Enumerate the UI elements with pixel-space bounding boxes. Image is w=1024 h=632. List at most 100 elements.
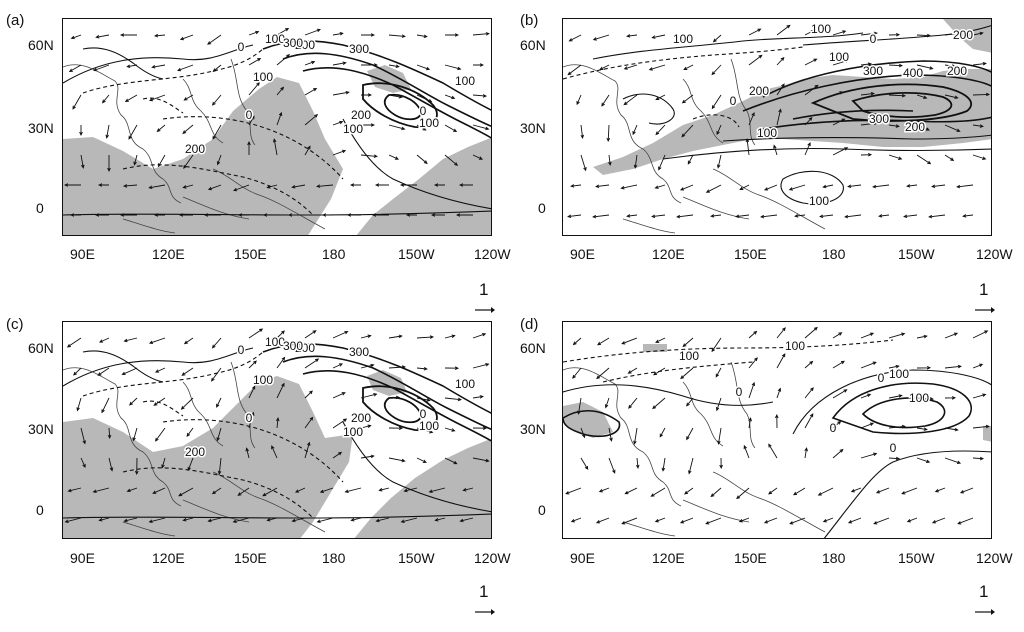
contour-line bbox=[742, 74, 991, 112]
wind-vector bbox=[567, 64, 582, 76]
wind-vector bbox=[462, 487, 474, 492]
wind-vector bbox=[360, 454, 375, 459]
wind-vector bbox=[972, 124, 984, 128]
x-tick-label: 180 bbox=[822, 246, 846, 262]
wind-vector bbox=[95, 34, 110, 39]
wind-vector bbox=[621, 517, 638, 525]
wind-vector bbox=[774, 413, 779, 429]
wind-vector bbox=[632, 124, 638, 136]
wind-vector bbox=[98, 517, 110, 522]
wind-vector bbox=[445, 33, 460, 37]
coastline bbox=[122, 521, 176, 537]
wind-vector bbox=[149, 94, 166, 102]
wind-vector bbox=[178, 487, 194, 497]
wind-vector bbox=[98, 337, 110, 343]
wind-vector bbox=[101, 94, 110, 104]
wind-vector bbox=[626, 34, 638, 38]
contour-label: 100 bbox=[265, 32, 285, 46]
wind-vector bbox=[207, 517, 222, 523]
wind-vector bbox=[248, 411, 255, 429]
contour-line bbox=[622, 93, 675, 125]
wind-vector bbox=[388, 426, 404, 431]
wind-vector bbox=[776, 83, 785, 96]
wind-vector bbox=[472, 154, 484, 160]
contour-line bbox=[383, 93, 422, 121]
coastline bbox=[182, 196, 250, 220]
y-tick-label: 0 bbox=[538, 502, 546, 518]
x-tick-label: 150E bbox=[734, 246, 767, 262]
contour-line bbox=[792, 369, 991, 435]
wind-vector bbox=[211, 337, 222, 349]
contour-label: 0 bbox=[420, 104, 427, 118]
contour-label: 300 bbox=[349, 345, 369, 359]
wind-vector bbox=[604, 397, 610, 409]
y-tick-label: 0 bbox=[36, 200, 44, 216]
wind-vector bbox=[124, 94, 138, 103]
wind-vector bbox=[832, 30, 847, 36]
wind-vector bbox=[748, 85, 755, 96]
contour-line bbox=[662, 147, 991, 160]
x-tick-label: 180 bbox=[322, 550, 346, 566]
contour-line bbox=[282, 52, 491, 128]
contour-line bbox=[82, 351, 264, 397]
contour-line bbox=[780, 170, 844, 205]
wind-vector bbox=[738, 517, 750, 523]
contour-label: 300 bbox=[283, 339, 303, 353]
wind-vector bbox=[681, 124, 694, 138]
wind-vector bbox=[606, 124, 611, 143]
wind-vector bbox=[133, 154, 138, 166]
wind-vector bbox=[360, 154, 378, 158]
wind-vector bbox=[304, 60, 316, 66]
contour-label: 200 bbox=[351, 108, 371, 122]
wind-vector bbox=[676, 214, 694, 219]
reference-vector-label: 1 bbox=[979, 582, 989, 601]
wind-vector bbox=[860, 152, 873, 157]
wind-vector bbox=[304, 87, 318, 96]
wind-vector bbox=[716, 124, 722, 136]
wind-vector bbox=[888, 456, 901, 461]
wind-vector bbox=[873, 517, 890, 525]
wind-vector bbox=[350, 517, 362, 522]
y-tick-label: 0 bbox=[36, 502, 44, 518]
x-tick-label: 180 bbox=[822, 550, 846, 566]
wind-vector bbox=[972, 31, 984, 36]
wind-vector bbox=[580, 154, 587, 172]
wind-vector bbox=[661, 457, 666, 472]
panel-label: (b) bbox=[520, 12, 539, 29]
contour-line bbox=[861, 397, 946, 429]
contour-line bbox=[82, 48, 264, 94]
wind-vector bbox=[763, 517, 778, 524]
contour-label: 200 bbox=[947, 64, 967, 78]
wind-vector bbox=[944, 94, 959, 100]
wind-vector bbox=[123, 517, 138, 523]
wind-vector bbox=[233, 184, 250, 192]
wind-vector bbox=[888, 364, 900, 369]
contour-line bbox=[162, 116, 344, 180]
wind-vector bbox=[875, 487, 890, 494]
wind-vector bbox=[633, 154, 638, 169]
coastline bbox=[63, 64, 182, 204]
y-tick-label: 60N bbox=[28, 340, 54, 356]
wind-vector bbox=[684, 487, 694, 495]
wind-vector bbox=[570, 184, 582, 188]
wind-vector bbox=[332, 418, 348, 429]
wind-vector bbox=[959, 487, 974, 494]
coastline bbox=[712, 471, 826, 533]
contour-label: 0 bbox=[736, 385, 743, 399]
coastline bbox=[182, 381, 224, 447]
wind-vector bbox=[444, 427, 456, 432]
wind-vector bbox=[711, 64, 722, 76]
wind-vector bbox=[768, 487, 778, 495]
wind-vector bbox=[444, 457, 458, 465]
y-tick-label: 60N bbox=[520, 37, 546, 53]
contour-label: 100 bbox=[455, 377, 475, 391]
wind-vector bbox=[655, 337, 666, 343]
wind-vector bbox=[388, 154, 400, 160]
wind-vector bbox=[129, 397, 138, 406]
wind-vector bbox=[73, 367, 82, 376]
wind-vector bbox=[416, 335, 435, 339]
wind-vector bbox=[748, 381, 756, 399]
wind-vector bbox=[916, 154, 932, 165]
wind-vector bbox=[388, 334, 403, 339]
